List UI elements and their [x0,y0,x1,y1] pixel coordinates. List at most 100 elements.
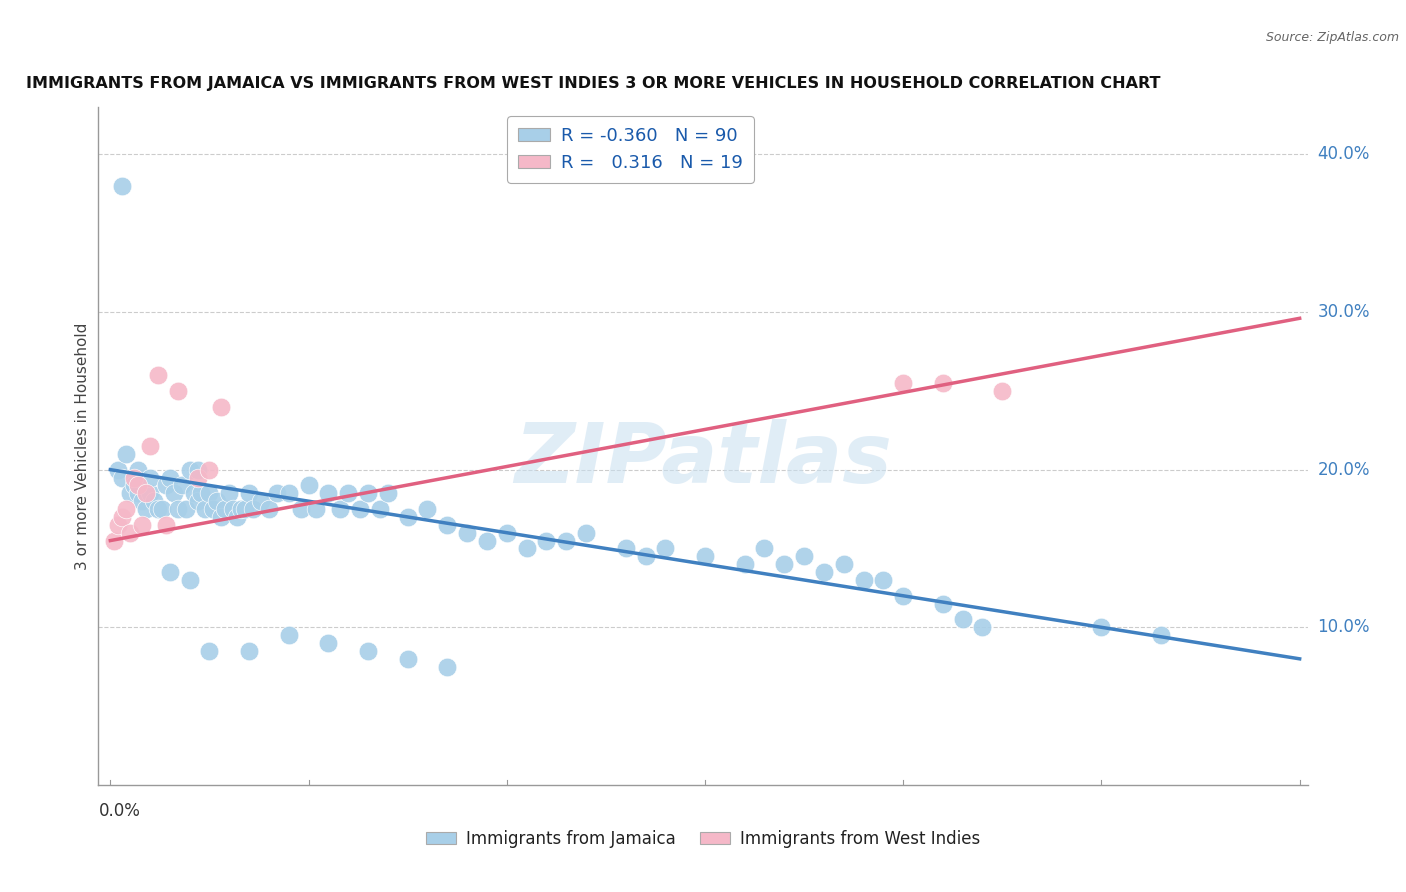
Point [122,470,145,484]
Point [209,510,232,524]
Point [226,510,249,524]
Point [250,494,273,508]
Point [932,597,955,611]
Point [198,486,221,500]
Point [111,470,134,484]
Point [305,502,328,516]
Point [242,502,264,516]
Y-axis label: 3 or more Vehicles in Household: 3 or more Vehicles in Household [75,322,90,570]
Text: Source: ZipAtlas.com: Source: ZipAtlas.com [1265,31,1399,45]
Point [495,525,517,540]
Point [337,486,360,500]
Point [396,652,419,666]
Point [186,470,208,484]
Point [174,502,197,516]
Point [179,463,201,477]
Point [368,502,391,516]
Point [972,620,994,634]
Legend: Immigrants from Jamaica, Immigrants from West Indies: Immigrants from Jamaica, Immigrants from… [419,823,987,855]
Point [357,486,380,500]
Point [349,502,371,516]
Point [852,573,875,587]
Point [207,494,229,508]
Point [127,486,149,500]
Point [536,533,558,548]
Point [318,486,340,500]
Point [209,400,232,414]
Point [297,478,319,492]
Point [166,384,188,398]
Point [131,494,153,508]
Point [111,178,134,193]
Point [693,549,716,564]
Point [127,478,149,492]
Point [891,589,914,603]
Point [222,502,245,516]
Point [139,439,162,453]
Point [139,470,162,484]
Point [194,502,217,516]
Point [107,463,129,477]
Point [754,541,776,556]
Point [183,486,205,500]
Point [166,502,188,516]
Point [634,549,657,564]
Point [115,502,138,516]
Point [932,376,955,390]
Point [127,463,149,477]
Point [416,502,439,516]
Point [516,541,538,556]
Point [159,565,181,579]
Point [832,558,855,572]
Point [155,517,177,532]
Point [107,517,129,532]
Text: 0.0%: 0.0% [98,802,141,820]
Point [872,573,894,587]
Point [238,486,260,500]
Point [329,502,352,516]
Point [396,510,419,524]
Point [555,533,578,548]
Point [238,644,260,658]
Point [891,376,914,390]
Point [170,478,193,492]
Point [186,463,208,477]
Point [233,502,256,516]
Point [146,502,169,516]
Point [456,525,478,540]
Point [122,478,145,492]
Point [202,502,225,516]
Text: 40.0%: 40.0% [1317,145,1369,163]
Point [793,549,815,564]
Point [218,486,240,500]
Point [159,470,181,484]
Point [150,502,173,516]
Point [654,541,676,556]
Point [436,659,458,673]
Text: 30.0%: 30.0% [1317,303,1369,321]
Point [155,478,177,492]
Point [1150,628,1173,642]
Text: ZIPatlas: ZIPatlas [515,419,891,500]
Point [120,525,142,540]
Point [614,541,637,556]
Point [475,533,498,548]
Point [266,486,288,500]
Point [190,486,212,500]
Point [198,644,221,658]
Point [377,486,399,500]
Point [135,502,157,516]
Point [186,494,208,508]
Point [575,525,598,540]
Point [214,502,236,516]
Point [103,533,125,548]
Point [318,636,340,650]
Point [357,644,380,658]
Point [163,486,186,500]
Point [142,494,165,508]
Point [120,486,142,500]
Point [813,565,835,579]
Point [257,502,280,516]
Point [135,486,157,500]
Point [952,612,974,626]
